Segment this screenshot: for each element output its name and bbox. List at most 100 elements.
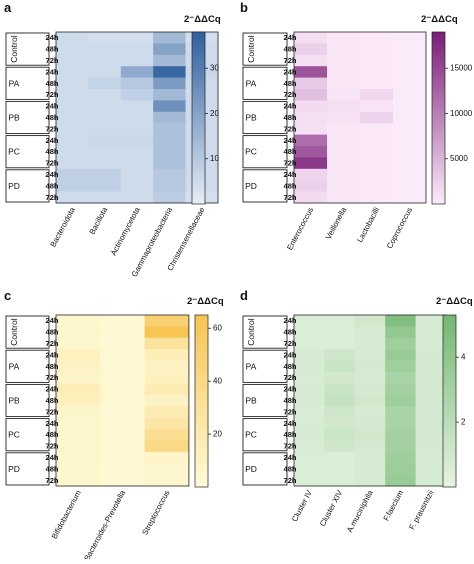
timepoint-label: 24h <box>284 316 297 325</box>
colorbar-title: 2⁻ΔΔCq <box>421 14 458 25</box>
heatmap-cell <box>415 406 447 418</box>
timepoint-label: 24h <box>46 316 59 325</box>
column-label: Christensenellaceae <box>165 206 206 273</box>
heatmap-cell <box>100 406 145 418</box>
timepoint-label: 48h <box>284 430 297 439</box>
group-bracket <box>5 66 50 100</box>
group-bracket <box>242 32 288 66</box>
group-label: Control <box>246 35 256 63</box>
heatmap-cell <box>100 417 145 430</box>
heatmap-cell <box>153 89 186 101</box>
timepoint-label: 48h <box>46 362 59 371</box>
group-label: PA <box>246 78 257 88</box>
heatmap-cell <box>56 315 101 327</box>
heatmap-cell <box>56 383 101 396</box>
timepoint-label: 24h <box>46 385 59 394</box>
group-label: PC <box>245 147 257 157</box>
heatmap-cell <box>327 100 361 113</box>
heatmap-cell <box>393 123 427 135</box>
heatmap-cell <box>56 157 89 170</box>
heatmap-cell <box>385 474 416 487</box>
heatmap-cell <box>144 326 190 339</box>
heatmap-cell <box>393 111 427 124</box>
heatmap-cell <box>153 157 186 170</box>
timepoint-label: 72h <box>46 476 59 485</box>
group-bracket <box>5 383 50 418</box>
colorbar <box>431 31 446 205</box>
heatmap-cell <box>56 417 101 430</box>
heatmap-cell <box>294 337 325 350</box>
timepoint-label: 72h <box>284 124 297 133</box>
heatmap-cell <box>88 123 122 135</box>
timepoint-label: 72h <box>46 159 59 168</box>
group-bracket <box>242 418 288 452</box>
heatmap-cell <box>354 451 386 464</box>
heatmap-cell <box>56 474 101 487</box>
heatmap-cell <box>327 191 361 204</box>
heatmap-cell <box>324 394 356 407</box>
timepoint-label: 24h <box>284 385 297 394</box>
heatmap-cell <box>120 123 154 135</box>
heatmap-cell <box>385 372 416 384</box>
heatmap-cell <box>56 337 101 350</box>
timepoint-label: 24h <box>46 67 59 76</box>
heatmap-cell <box>393 180 427 192</box>
heatmap-cell <box>294 191 328 204</box>
timepoint-label: 24h <box>46 102 59 111</box>
heatmap-cell <box>56 100 89 113</box>
heatmap-cell <box>294 429 325 441</box>
heatmap-cell <box>56 429 101 441</box>
heatmap-cell <box>324 360 356 373</box>
colorbar-title: 2⁻ΔΔCq <box>436 296 473 307</box>
group-label: Control <box>246 318 256 346</box>
heatmap-cell <box>144 474 190 487</box>
heatmap-cell <box>153 180 186 192</box>
group-bracket <box>242 135 288 169</box>
timepoint-label: 24h <box>284 350 297 359</box>
group-label: Control <box>9 318 19 346</box>
heatmap-cell <box>144 372 190 384</box>
heatmap-cell <box>385 429 416 441</box>
timepoint-label: 24h <box>46 33 59 42</box>
heatmap-cell <box>385 451 416 464</box>
heatmap-cell <box>56 372 101 384</box>
heatmap-cell <box>385 349 416 361</box>
heatmap-cell <box>324 463 356 475</box>
group-bracket <box>242 169 288 203</box>
heatmap-cell <box>153 77 186 90</box>
heatmap-cell <box>144 440 190 453</box>
heatmap-cell <box>385 326 416 339</box>
heatmap-cell <box>360 168 394 181</box>
colorbar <box>191 31 206 205</box>
heatmap-cell <box>415 383 447 396</box>
timepoint-label: 72h <box>284 159 297 168</box>
heatmap-cell <box>360 89 394 101</box>
heatmap-cell <box>354 406 386 418</box>
column-label: A.muciniphila <box>345 488 375 534</box>
heatmap-cell <box>144 406 190 418</box>
heatmap-cell <box>144 360 190 373</box>
heatmap-cell <box>88 100 122 113</box>
heatmap-cell <box>360 54 394 67</box>
heatmap-cell <box>385 440 416 453</box>
heatmap-cell <box>327 168 361 181</box>
heatmap-cell <box>324 451 356 464</box>
colorbar-tick-label: 40 <box>213 377 222 386</box>
heatmap-cell <box>120 191 154 204</box>
heatmap-cell <box>354 326 386 339</box>
heatmap-cell <box>294 394 325 407</box>
heatmap-cell <box>327 89 361 101</box>
group-label: PD <box>8 464 20 474</box>
heatmap-cell <box>354 474 386 487</box>
timepoint-label: 48h <box>46 430 59 439</box>
timepoint-label: 24h <box>46 136 59 145</box>
heatmap-cell <box>354 349 386 361</box>
group-label: PA <box>9 78 20 88</box>
group-bracket <box>242 66 288 100</box>
heatmap-cell <box>385 406 416 418</box>
group-label: PC <box>245 430 257 440</box>
heatmap-cell <box>56 440 101 453</box>
heatmap-cell <box>294 100 328 113</box>
heatmap-cell <box>360 180 394 192</box>
heatmap-cell <box>393 32 427 44</box>
